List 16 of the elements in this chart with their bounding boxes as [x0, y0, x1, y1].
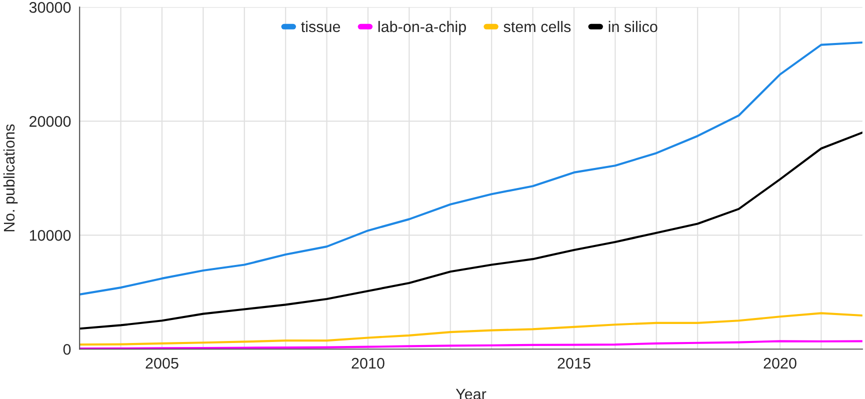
legend-label: tissue: [301, 20, 340, 32]
line-series: [80, 132, 862, 330]
x-tick-label: 2020: [764, 358, 796, 369]
y-axis-title: No. publications: [3, 124, 18, 232]
line-series: [80, 312, 862, 346]
legend-label: stem cells: [504, 20, 571, 32]
x-tick-label: 2005: [146, 358, 178, 369]
legend-label: lab-on-a-chip: [378, 20, 466, 36]
y-tick-label: 20000: [30, 116, 71, 127]
legend-label: in silico: [608, 20, 658, 32]
x-tick-label: 2010: [352, 358, 384, 369]
y-tick-label: 0: [63, 344, 71, 355]
x-tick-label: 2015: [558, 358, 590, 369]
y-tick-label: 30000: [29, 2, 71, 13]
line-series: [80, 41, 862, 296]
y-tick-label: 10000: [30, 230, 71, 241]
